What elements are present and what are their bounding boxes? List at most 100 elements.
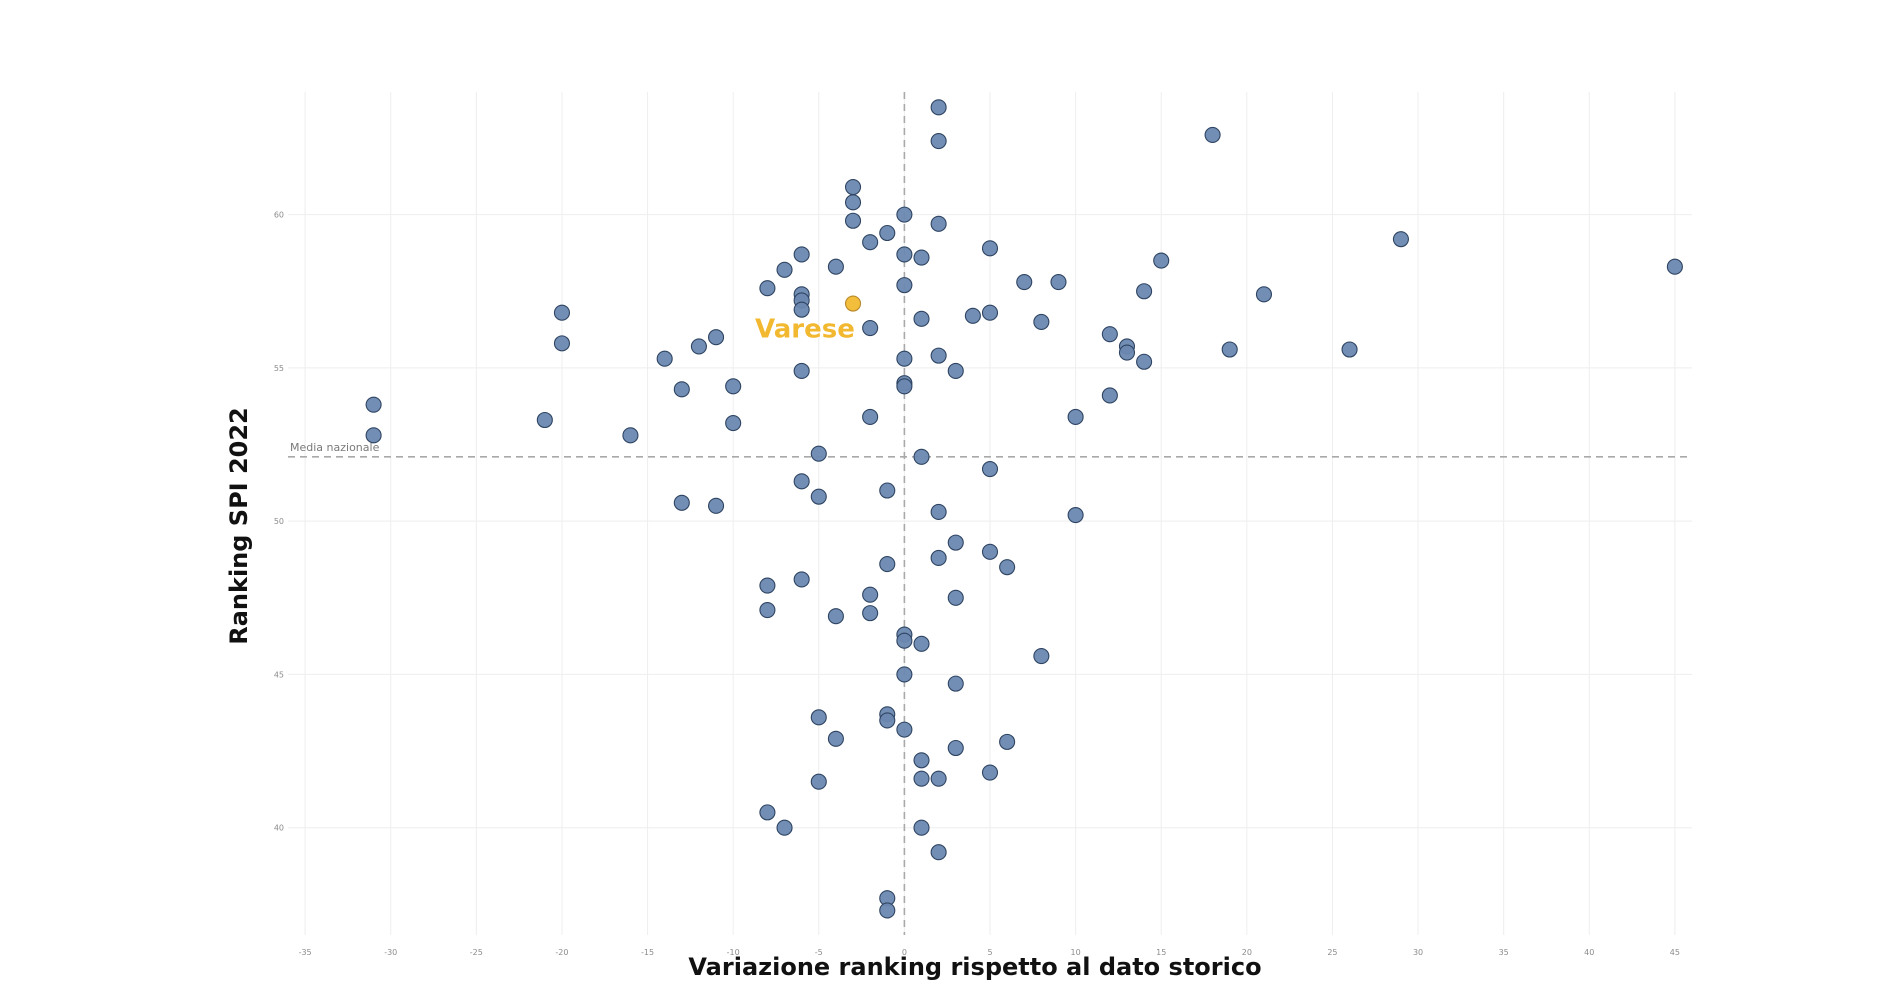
grid	[288, 92, 1692, 935]
data-point	[896, 350, 913, 367]
data-point	[1221, 341, 1238, 358]
x-tick-label: 20	[1242, 948, 1252, 957]
data-point	[810, 445, 827, 462]
data-point	[1341, 341, 1358, 358]
data-point	[1067, 506, 1084, 524]
data-point	[793, 362, 810, 380]
data-point	[810, 709, 827, 726]
data-point	[1050, 274, 1067, 291]
y-axis-title: Ranking SPI 2022	[225, 407, 253, 645]
data-point	[913, 819, 930, 836]
data-point	[862, 408, 879, 425]
reference-lines: Media nazionale	[288, 92, 1692, 935]
data-point	[759, 602, 776, 619]
data-point	[896, 378, 913, 395]
national-average-label: Media nazionale	[290, 441, 380, 454]
x-tick-label: 5	[987, 948, 992, 957]
data-point	[981, 764, 999, 781]
data-point	[707, 497, 725, 514]
data-point	[879, 556, 896, 573]
data-point	[964, 307, 981, 324]
data-point	[1255, 286, 1273, 303]
data-point	[947, 739, 964, 757]
data-point	[553, 304, 571, 321]
data-point	[930, 99, 947, 116]
data-point	[981, 304, 999, 321]
data-point	[776, 261, 793, 278]
data-point	[793, 473, 810, 490]
data-point	[930, 549, 947, 566]
data-point	[913, 752, 930, 769]
data-point	[725, 415, 742, 432]
data-point	[913, 448, 930, 465]
data-point	[1016, 274, 1033, 291]
data-point	[879, 224, 896, 242]
highlight-group: Varese	[755, 295, 862, 345]
y-tick-label: 50	[274, 517, 284, 526]
x-tick-label: 30	[1413, 948, 1423, 957]
data-point	[896, 666, 913, 683]
x-tick-label: 0	[902, 948, 907, 957]
x-tick-label: -25	[470, 948, 483, 957]
x-tick-label: -30	[384, 948, 397, 957]
data-point	[810, 488, 827, 505]
data-point	[913, 770, 930, 787]
data-point	[896, 721, 913, 738]
y-tick-label: 45	[274, 670, 284, 679]
data-point	[862, 319, 879, 337]
data-point	[930, 770, 947, 787]
data-point	[656, 350, 673, 367]
data-point	[1153, 252, 1170, 269]
data-point	[1392, 231, 1409, 248]
data-point	[947, 362, 964, 380]
data-point	[879, 482, 896, 499]
y-tick-label: 55	[274, 364, 284, 373]
data-point	[725, 378, 742, 395]
data-point	[1204, 126, 1221, 143]
data-point	[827, 258, 844, 275]
data-point	[759, 577, 776, 594]
data-point	[896, 632, 913, 649]
data-point	[827, 608, 844, 625]
highlight-label: Varese	[755, 315, 855, 345]
data-point	[999, 733, 1016, 750]
data-point	[1067, 408, 1084, 425]
data-point	[810, 773, 827, 790]
highlight-point[interactable]	[844, 295, 862, 312]
x-tick-label: 40	[1584, 948, 1594, 957]
data-point	[844, 212, 862, 229]
data-point	[1033, 313, 1050, 330]
data-point	[844, 178, 862, 196]
data-point	[913, 249, 930, 266]
data-point	[862, 586, 879, 603]
data-point	[759, 280, 776, 297]
data-point	[1101, 387, 1118, 404]
data-point	[930, 132, 947, 150]
y-axis-ticks: 40 45 50 55 60	[274, 211, 284, 833]
x-tick-label: -20	[555, 948, 568, 957]
data-point	[793, 301, 810, 318]
x-tick-label: 25	[1327, 948, 1337, 957]
y-tick-label: 60	[274, 211, 284, 220]
data-point	[1118, 344, 1136, 361]
x-axis-title: Variazione ranking rispetto al dato stor…	[688, 953, 1261, 981]
data-point	[707, 329, 725, 346]
data-point	[896, 277, 913, 294]
x-tick-label: 10	[1071, 948, 1081, 957]
data-point	[896, 246, 913, 263]
data-point	[913, 310, 930, 327]
data-point	[1101, 326, 1118, 343]
data-point	[999, 559, 1016, 576]
x-tick-label: 45	[1670, 948, 1680, 957]
data-point	[827, 730, 844, 747]
data-point	[981, 240, 999, 257]
data-point	[947, 675, 964, 692]
data-point	[793, 571, 810, 588]
data-point	[690, 338, 707, 355]
data-point	[947, 534, 964, 551]
data-point	[896, 206, 913, 223]
x-tick-label: -35	[299, 948, 312, 957]
data-point	[879, 712, 896, 729]
data-point	[930, 347, 947, 364]
